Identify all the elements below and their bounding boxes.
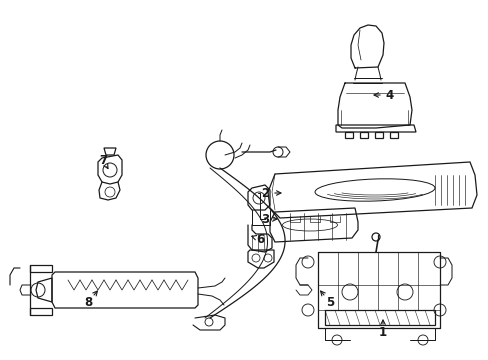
Text: 1: 1	[378, 327, 386, 339]
Text: 5: 5	[325, 296, 333, 309]
Text: 7: 7	[99, 153, 107, 166]
Text: 2: 2	[261, 186, 268, 199]
Text: 3: 3	[261, 212, 268, 225]
Text: 8: 8	[84, 296, 92, 309]
Text: 4: 4	[385, 89, 393, 102]
Text: 6: 6	[255, 233, 264, 246]
